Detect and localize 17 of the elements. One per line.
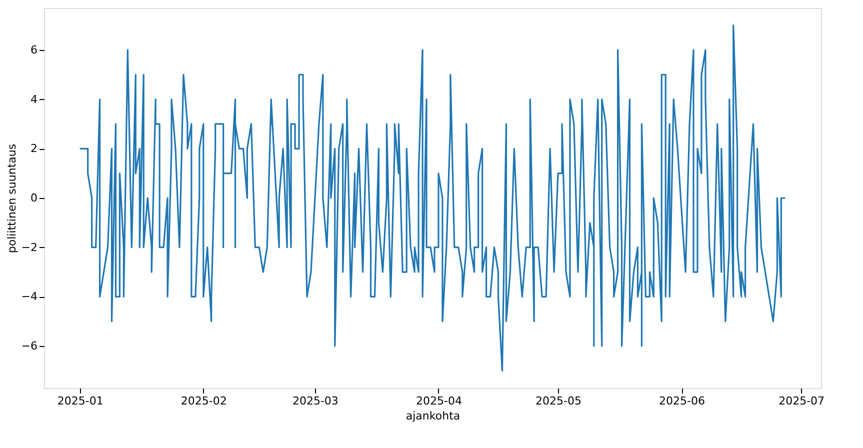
y-axis-title: poliittinen suuntaus <box>5 144 18 254</box>
x-tick-label: 2025-02 <box>180 394 227 408</box>
y-tick-label: 0 <box>30 192 38 204</box>
y-tick-label: 6 <box>30 43 38 56</box>
y-tick-label: 4 <box>30 92 38 106</box>
y-tick-label: −2 <box>21 240 38 254</box>
line-series <box>79 24 786 372</box>
x-tick-label: 2025-03 <box>292 394 338 408</box>
x-tick-label: 2025-01 <box>57 394 104 408</box>
y-tick-label: −6 <box>21 340 38 353</box>
y-tick-label: 2 <box>30 142 38 156</box>
y-tick-label: −4 <box>21 290 38 304</box>
x-tick-label: 2025-07 <box>778 394 825 408</box>
x-tick-label: 2025-05 <box>536 394 582 408</box>
x-tick-label: 2025-06 <box>659 394 706 408</box>
x-axis-title: ajankohta <box>406 410 460 422</box>
x-tick-label: 2025-04 <box>416 394 462 408</box>
